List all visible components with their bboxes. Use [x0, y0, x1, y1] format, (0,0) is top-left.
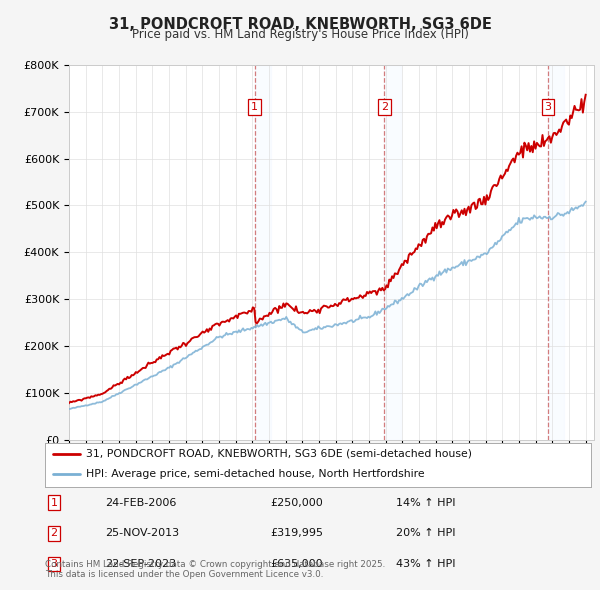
Text: Price paid vs. HM Land Registry's House Price Index (HPI): Price paid vs. HM Land Registry's House … — [131, 28, 469, 41]
Text: 22-SEP-2023: 22-SEP-2023 — [105, 559, 176, 569]
Text: 1: 1 — [251, 102, 258, 112]
Text: £319,995: £319,995 — [270, 529, 323, 538]
Text: 25-NOV-2013: 25-NOV-2013 — [105, 529, 179, 538]
Text: 24-FEB-2006: 24-FEB-2006 — [105, 498, 176, 507]
Text: 1: 1 — [50, 498, 58, 507]
Text: 31, PONDCROFT ROAD, KNEBWORTH, SG3 6DE: 31, PONDCROFT ROAD, KNEBWORTH, SG3 6DE — [109, 17, 491, 31]
Text: £250,000: £250,000 — [270, 498, 323, 507]
Text: 14% ↑ HPI: 14% ↑ HPI — [396, 498, 455, 507]
Text: 2: 2 — [50, 529, 58, 538]
Text: 3: 3 — [544, 102, 551, 112]
Bar — [385, 65, 401, 440]
Text: 3: 3 — [50, 559, 58, 569]
Text: 31, PONDCROFT ROAD, KNEBWORTH, SG3 6DE (semi-detached house): 31, PONDCROFT ROAD, KNEBWORTH, SG3 6DE (… — [86, 448, 472, 458]
Bar — [254, 65, 271, 440]
Text: £635,000: £635,000 — [270, 559, 323, 569]
Text: HPI: Average price, semi-detached house, North Hertfordshire: HPI: Average price, semi-detached house,… — [86, 470, 425, 479]
Text: 20% ↑ HPI: 20% ↑ HPI — [396, 529, 455, 538]
Bar — [548, 65, 565, 440]
Text: 43% ↑ HPI: 43% ↑ HPI — [396, 559, 455, 569]
Text: Contains HM Land Registry data © Crown copyright and database right 2025.
This d: Contains HM Land Registry data © Crown c… — [45, 560, 385, 579]
Text: 2: 2 — [381, 102, 388, 112]
